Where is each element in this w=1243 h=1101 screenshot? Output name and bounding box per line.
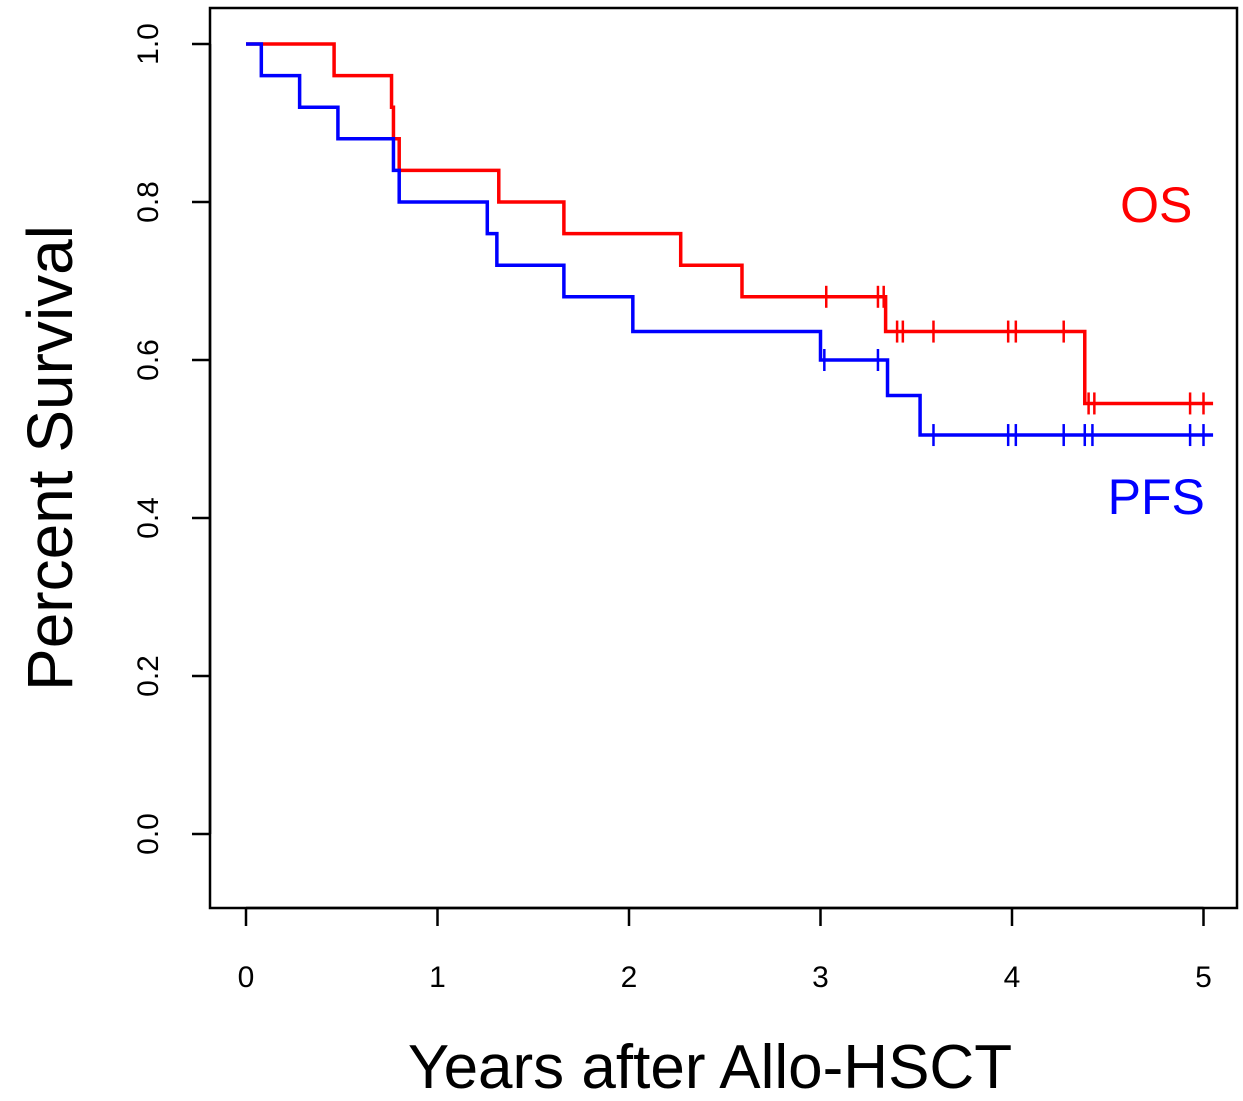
y-tick-label: 0.2 xyxy=(132,655,165,697)
x-axis: 0 1 2 3 4 5 xyxy=(238,906,1212,994)
x-axis-title: Years after Allo-HSCT xyxy=(408,1033,1012,1101)
y-axis-title: Percent Survival xyxy=(14,225,86,691)
x-tick-label: 3 xyxy=(812,961,829,994)
x-tick-label: 5 xyxy=(1195,961,1212,994)
annotation-pfs: PFS xyxy=(1108,469,1205,525)
y-tick-label: 0.8 xyxy=(132,181,165,223)
annotation-os: OS xyxy=(1120,177,1192,233)
series-os-line xyxy=(246,42,1214,406)
x-tick-label: 2 xyxy=(621,961,638,994)
x-tick-label: 0 xyxy=(238,961,255,994)
x-tick-label: 4 xyxy=(1004,961,1021,994)
y-tick-label: 0.0 xyxy=(132,813,165,855)
series-os xyxy=(246,42,1214,415)
annotation-layer: OS PFS xyxy=(1108,177,1205,525)
x-tick-label: 1 xyxy=(429,961,446,994)
plot-frame xyxy=(208,6,1239,910)
series-layer xyxy=(246,42,1214,447)
series-pfs xyxy=(246,42,1214,447)
y-tick-label: 0.4 xyxy=(132,497,165,539)
y-axis: 0.0 0.2 0.4 0.6 0.8 1.0 xyxy=(132,23,212,855)
series-pfs-line xyxy=(246,42,1214,437)
y-tick-label: 1.0 xyxy=(132,23,165,65)
y-tick-label: 0.6 xyxy=(132,339,165,381)
